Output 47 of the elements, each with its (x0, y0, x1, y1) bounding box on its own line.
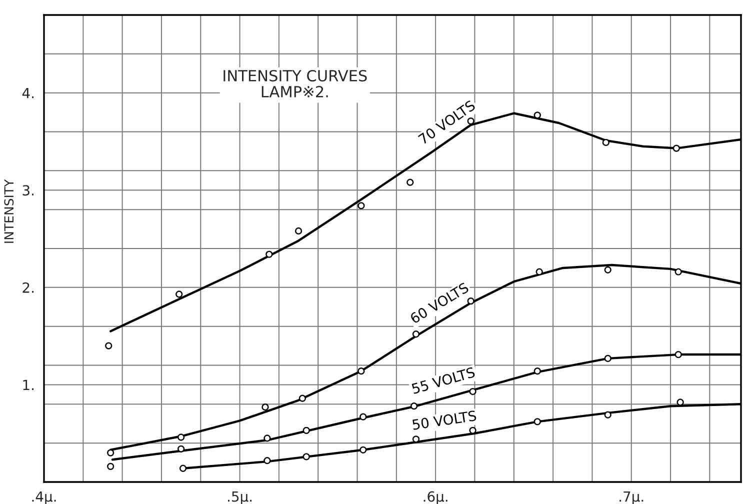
point (534, 368, 541, 375)
point (358, 202, 365, 210)
point (298, 394, 306, 402)
point (534, 112, 541, 119)
x-tick-label: .7μ. (620, 491, 644, 504)
y-tick-label: 4. (22, 88, 34, 98)
point (672, 144, 680, 152)
point (358, 368, 365, 375)
point (360, 446, 367, 454)
text: 50 VOLTS (412, 410, 477, 430)
point (536, 268, 543, 276)
x-tick-label: .6μ. (424, 491, 448, 504)
point (177, 445, 185, 452)
point (360, 413, 367, 420)
point (674, 350, 682, 358)
point (469, 388, 476, 396)
point (294, 227, 302, 235)
text: INTENSITY CURVES LAMP※2. (224, 70, 367, 98)
point (676, 398, 684, 406)
point (106, 449, 114, 456)
point (604, 411, 612, 418)
point (106, 462, 114, 470)
y-axis-title: INTENSITY (4, 179, 14, 243)
point (410, 402, 418, 410)
x-tick-label: .5μ. (228, 491, 252, 504)
point (604, 266, 612, 274)
point (105, 342, 112, 350)
y-tick-label: 3. (22, 185, 34, 196)
point (264, 457, 271, 464)
point (302, 426, 310, 434)
point (302, 453, 310, 460)
x-tick-label: .4μ. (32, 491, 56, 504)
point (674, 268, 682, 276)
point (176, 290, 183, 298)
point (406, 178, 414, 186)
point (534, 418, 541, 426)
point (264, 434, 271, 442)
text: 55 VOLTS (411, 366, 476, 394)
point (179, 464, 187, 472)
point (177, 434, 185, 441)
point (602, 138, 610, 146)
point (604, 354, 612, 362)
point (412, 330, 420, 338)
point (262, 404, 269, 411)
point (266, 250, 273, 258)
y-tick-label: 2. (22, 282, 34, 293)
y-tick-label: 1. (23, 380, 34, 390)
